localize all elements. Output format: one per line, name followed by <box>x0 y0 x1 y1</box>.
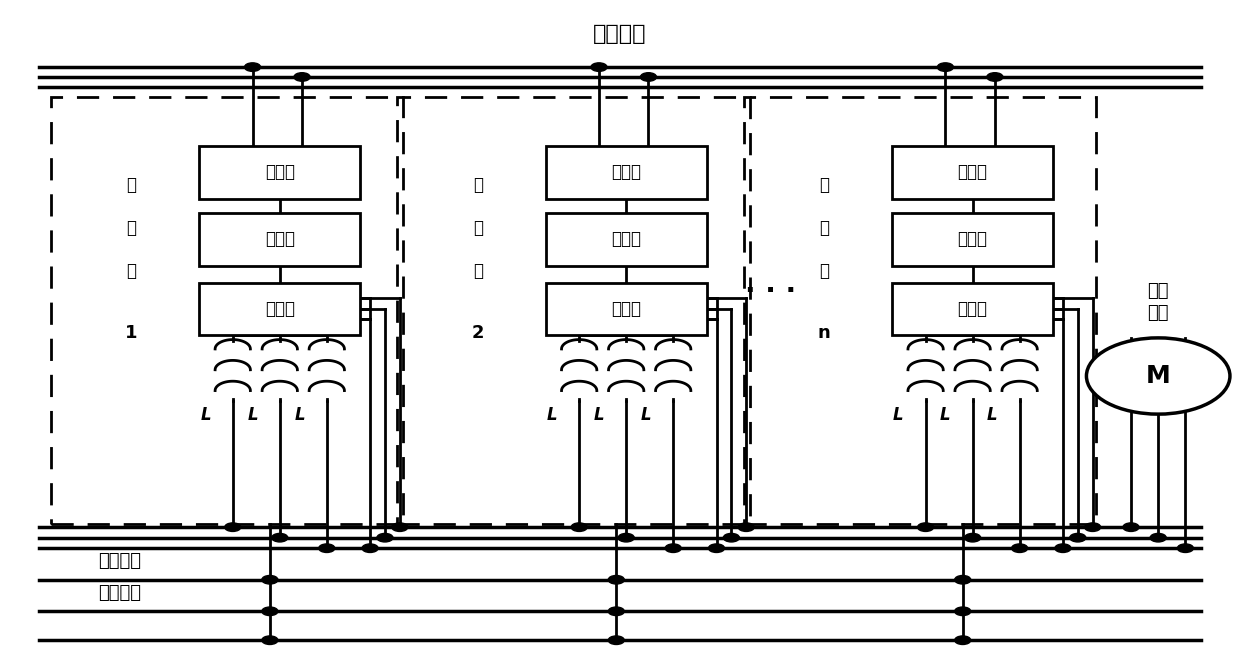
Circle shape <box>262 636 278 644</box>
Circle shape <box>609 607 624 616</box>
Text: 变压器: 变压器 <box>611 163 641 182</box>
Text: 逆变器: 逆变器 <box>611 300 641 318</box>
Circle shape <box>1086 338 1230 414</box>
Text: 频: 频 <box>472 219 482 237</box>
Circle shape <box>262 576 278 584</box>
Text: n: n <box>817 324 831 343</box>
Text: L: L <box>893 407 904 424</box>
Text: 器: 器 <box>820 262 830 280</box>
Circle shape <box>362 544 378 552</box>
Circle shape <box>609 636 624 644</box>
Text: L: L <box>200 407 211 424</box>
Text: 逆变器: 逆变器 <box>957 300 987 318</box>
Circle shape <box>1055 544 1071 552</box>
Text: · · ·: · · · <box>745 277 796 304</box>
Text: 同步总线: 同步总线 <box>98 552 141 570</box>
Text: L: L <box>294 407 305 424</box>
Text: 器: 器 <box>472 262 482 280</box>
Circle shape <box>955 607 971 616</box>
Circle shape <box>708 544 724 552</box>
Text: L: L <box>547 407 557 424</box>
Text: 负载: 负载 <box>1147 304 1169 322</box>
Text: 变压器: 变压器 <box>265 163 295 182</box>
Circle shape <box>572 523 588 531</box>
Circle shape <box>738 523 754 531</box>
Circle shape <box>224 523 241 531</box>
Text: 均流总线: 均流总线 <box>98 584 141 602</box>
FancyBboxPatch shape <box>546 282 707 335</box>
Text: 频: 频 <box>820 219 830 237</box>
FancyBboxPatch shape <box>200 146 360 199</box>
Text: 变: 变 <box>472 176 482 195</box>
FancyBboxPatch shape <box>200 213 360 265</box>
Circle shape <box>392 523 408 531</box>
Text: 逆变器: 逆变器 <box>265 300 295 318</box>
Circle shape <box>609 576 624 584</box>
Circle shape <box>272 533 288 542</box>
Text: 整流器: 整流器 <box>265 230 295 248</box>
Circle shape <box>319 544 335 552</box>
Circle shape <box>619 533 634 542</box>
Text: L: L <box>247 407 258 424</box>
Circle shape <box>1123 523 1140 531</box>
Circle shape <box>591 63 608 71</box>
Circle shape <box>294 73 310 81</box>
Circle shape <box>937 63 954 71</box>
Text: 变压器: 变压器 <box>957 163 987 182</box>
Circle shape <box>987 73 1003 81</box>
Text: 电机: 电机 <box>1147 282 1169 300</box>
FancyBboxPatch shape <box>546 213 707 265</box>
Circle shape <box>640 73 656 81</box>
FancyBboxPatch shape <box>893 146 1053 199</box>
Text: L: L <box>641 407 651 424</box>
Circle shape <box>918 523 934 531</box>
Text: 变: 变 <box>820 176 830 195</box>
Text: 频: 频 <box>126 219 136 237</box>
FancyBboxPatch shape <box>546 146 707 199</box>
Circle shape <box>1085 523 1101 531</box>
Circle shape <box>1177 544 1193 552</box>
Circle shape <box>244 63 260 71</box>
Text: 变: 变 <box>126 176 136 195</box>
Circle shape <box>1070 533 1086 542</box>
Text: L: L <box>940 407 951 424</box>
Circle shape <box>377 533 393 542</box>
Text: L: L <box>594 407 604 424</box>
Text: 2: 2 <box>471 324 484 343</box>
Circle shape <box>665 544 681 552</box>
Text: 1: 1 <box>125 324 138 343</box>
Circle shape <box>955 636 971 644</box>
Circle shape <box>955 576 971 584</box>
FancyBboxPatch shape <box>893 282 1053 335</box>
Circle shape <box>262 607 278 616</box>
Text: 整流器: 整流器 <box>611 230 641 248</box>
Circle shape <box>1012 544 1028 552</box>
Circle shape <box>723 533 739 542</box>
Text: 交流母线: 交流母线 <box>593 24 647 44</box>
Text: M: M <box>1146 364 1171 388</box>
FancyBboxPatch shape <box>893 213 1053 265</box>
FancyBboxPatch shape <box>200 282 360 335</box>
Circle shape <box>1151 533 1167 542</box>
Text: L: L <box>987 407 998 424</box>
Text: 器: 器 <box>126 262 136 280</box>
Text: 整流器: 整流器 <box>957 230 987 248</box>
Circle shape <box>965 533 981 542</box>
